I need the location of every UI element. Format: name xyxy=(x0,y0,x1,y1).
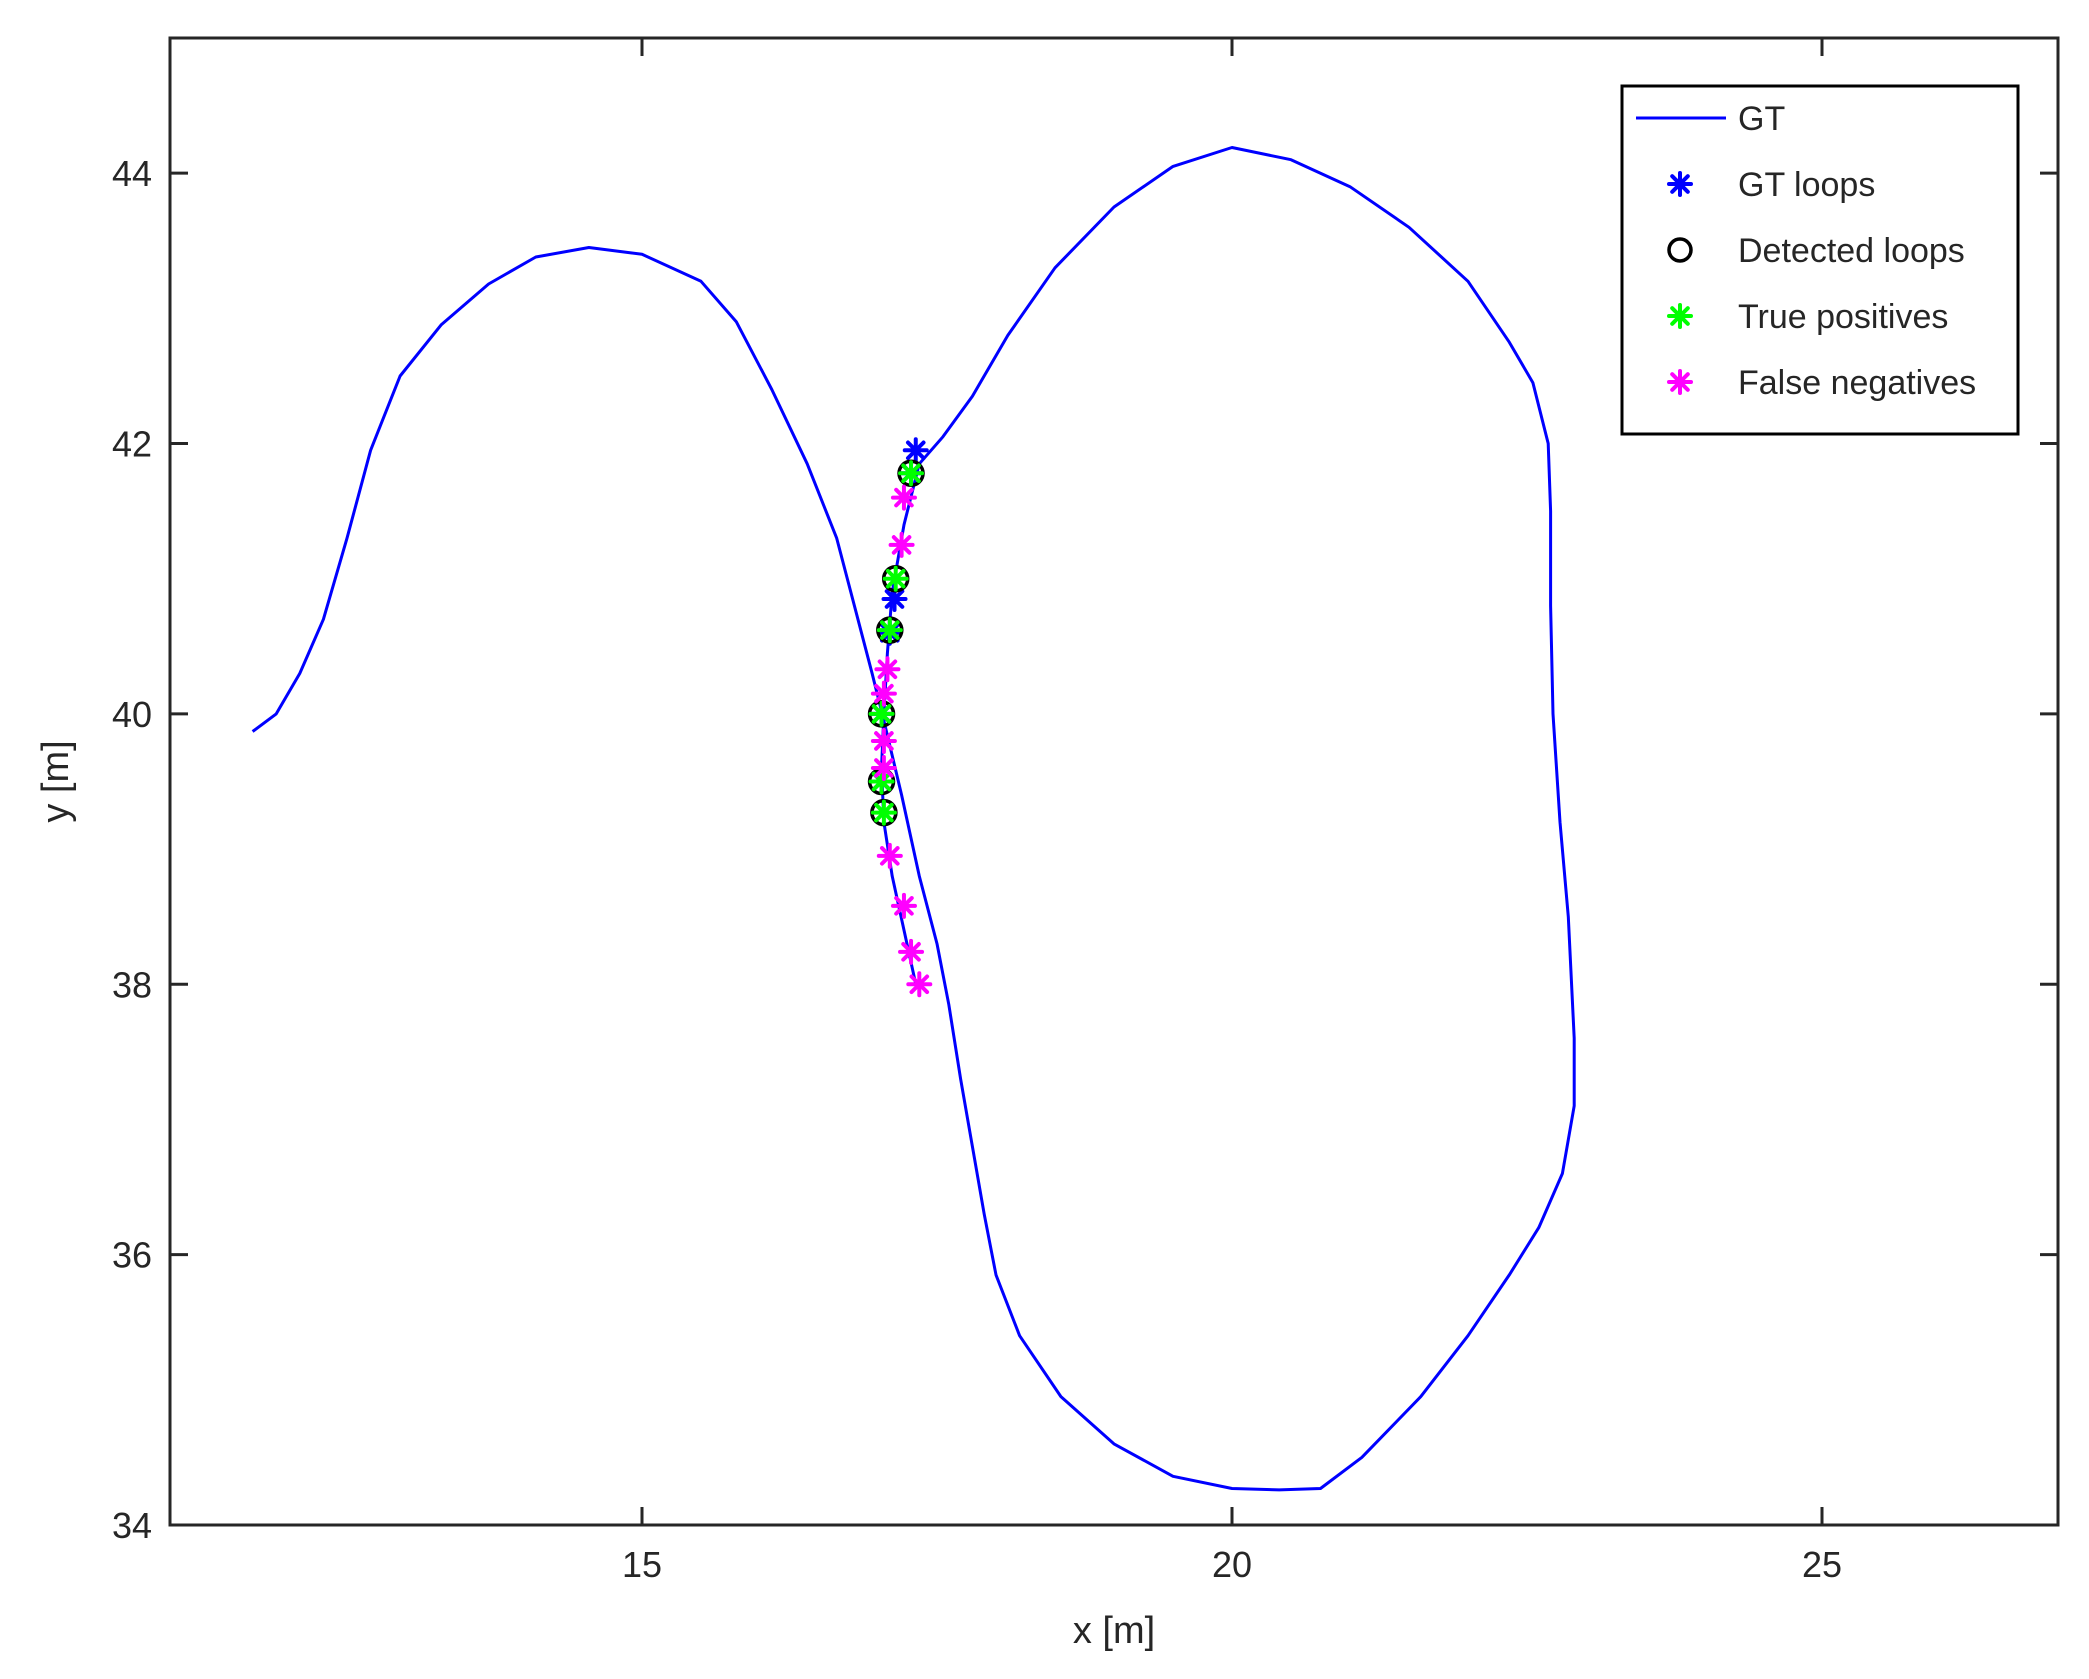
point-gt-loops xyxy=(881,586,908,613)
y-tick-label: 44 xyxy=(112,153,152,194)
legend-label-false-negatives: False negatives xyxy=(1738,364,1976,402)
point-true-positives xyxy=(868,768,895,795)
y-tick-label: 38 xyxy=(112,964,152,1005)
legend-swatch-false-negatives xyxy=(1667,369,1693,395)
series-false-negatives xyxy=(870,484,933,998)
y-tick-label: 42 xyxy=(112,424,152,465)
legend-swatch-detected-loops xyxy=(1667,237,1693,263)
point-false-negatives xyxy=(876,842,903,869)
x-tick-label: 20 xyxy=(1212,1544,1252,1585)
legend-swatch-gt-loops xyxy=(1667,171,1693,197)
series-gt xyxy=(251,146,1576,1492)
series-true-positives xyxy=(868,460,925,826)
y-tick-label: 36 xyxy=(112,1235,152,1276)
point-false-negatives xyxy=(874,656,901,683)
y-axis-label: y [m] xyxy=(35,740,77,822)
legend-swatch-true-positives xyxy=(1667,303,1693,329)
plot-area xyxy=(251,146,1576,1492)
axes-box xyxy=(168,36,2060,1527)
legend: GT GT loops Detected loops True positives Fa… xyxy=(1620,84,2020,436)
legend-label-true-positives: True positives xyxy=(1738,298,1948,336)
point-false-negatives xyxy=(890,892,917,919)
y-tick-label: 34 xyxy=(112,1505,152,1546)
point-false-negatives xyxy=(870,754,897,781)
point-false-negatives xyxy=(888,531,915,558)
x-axis-label: x [m] xyxy=(1073,1610,1155,1652)
point-false-negatives xyxy=(898,938,925,965)
x-tick-label: 15 xyxy=(622,1544,662,1585)
point-false-negatives xyxy=(870,727,897,754)
legend-label-gt: GT xyxy=(1738,100,1785,138)
point-true-positives xyxy=(898,460,925,487)
y-tick-label: 40 xyxy=(112,694,152,735)
legend-label-gt-loops: GT loops xyxy=(1738,166,1875,204)
axis-ticks: 15 20 25 34 36 38 40 42 44 xyxy=(112,38,2058,1585)
point-gt-loops xyxy=(902,437,929,464)
point-false-negatives xyxy=(870,680,897,707)
point-false-negatives xyxy=(890,484,917,511)
point-true-positives xyxy=(882,565,909,592)
x-tick-label: 25 xyxy=(1802,1544,1842,1585)
legend-label-detected-loops: Detected loops xyxy=(1738,232,1965,270)
series-line-gt xyxy=(251,146,1576,1492)
point-true-positives xyxy=(876,617,903,644)
point-true-positives xyxy=(870,799,897,826)
point-true-positives xyxy=(868,700,895,727)
point-false-negatives xyxy=(906,971,933,998)
